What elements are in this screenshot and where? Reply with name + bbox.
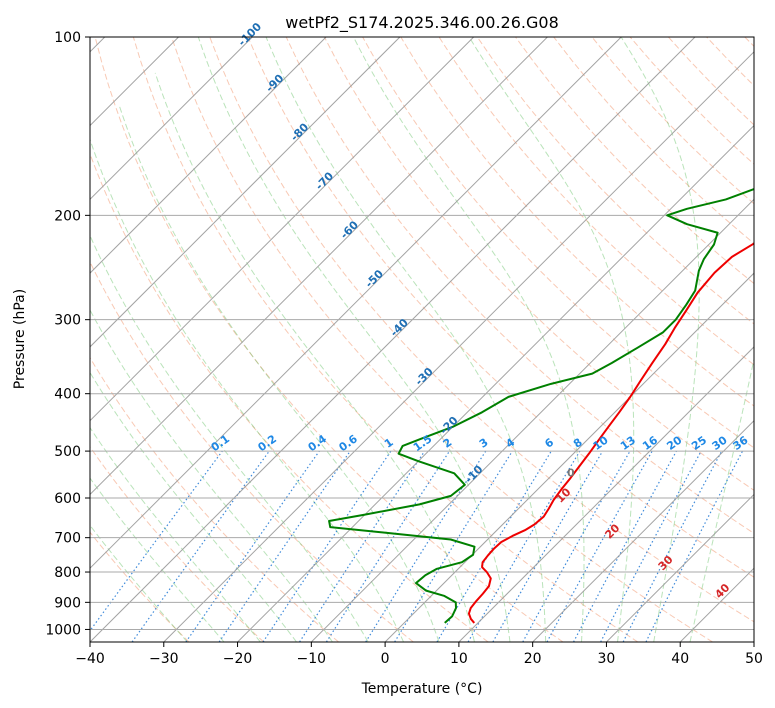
dry-adiabat [362,37,754,449]
isotherm-line [90,37,622,569]
x-tick-label: 10 [450,651,468,667]
y-axis-title: Pressure (hPa) [12,289,28,389]
isotherm-line [458,346,754,642]
moist-adiabat [90,426,261,642]
isotherm-line [237,124,754,642]
temperature-profile [467,242,754,624]
moist-adiabat [689,356,754,642]
moist-adiabat [90,371,297,642]
dry-adiabat [132,37,639,642]
y-tick-label: 600 [54,491,81,507]
plot-area [90,37,754,642]
mixing-ratio-line [90,450,223,632]
x-tick-label: −10 [297,651,327,667]
moist-adiabat [620,37,700,642]
y-tick-label: 800 [54,565,81,581]
mixing-ratio-line [645,450,744,642]
mixing-ratio-line [522,450,631,642]
mixing-ratio-line [573,450,677,642]
moist-adiabat [353,37,585,642]
x-tick-label: 30 [598,651,616,667]
x-tick-label: −40 [75,651,105,667]
isotherm-line [90,37,253,201]
y-tick-label: 200 [54,208,81,224]
dry-adiabat [94,37,564,642]
moist-adiabat [90,524,188,642]
dry-adiabat [476,37,754,325]
isotherm-line [384,272,754,642]
zero-label: 0 [567,466,575,479]
dry-adiabat [400,37,754,407]
dry-adiabat [515,37,754,285]
mixing-ratio-line [325,450,450,642]
dry-adiabat [90,356,339,642]
plot-frame [89,36,755,643]
moist-adiabat [90,308,333,642]
x-tick-label: 20 [524,651,542,667]
isotherm-line [163,51,754,642]
mixing-ratio-line [218,450,351,642]
moist-adiabat [118,104,440,642]
dry-adiabat [247,37,754,578]
moist-adiabat [90,477,225,642]
mixing-ratio-line [394,450,513,642]
isotherm-line [90,37,475,422]
moist-adiabat [197,37,511,642]
x-tick-label: −20 [223,651,253,667]
x-axis-title: Temperature (°C) [361,681,483,697]
y-tick-label: 300 [54,313,81,329]
y-tick-label: 400 [54,387,81,403]
isotherm-line [753,641,754,642]
isotherm-line [90,37,696,642]
dry-adiabat [209,37,754,623]
isotherm-line [532,419,754,642]
moist-adiabat [154,72,475,642]
x-tick-label: 50 [745,651,763,667]
isotherm-line [90,37,327,274]
dewpoint-profile [328,187,754,624]
moist-adiabat [265,37,547,642]
x-tick-label: −30 [149,651,179,667]
x-tick-label: 40 [671,651,689,667]
isotherm-line [90,37,401,348]
dry-adiabat [90,531,190,642]
mixing-ratio-line [262,450,392,642]
isotherm-line [310,198,754,642]
dry-adiabat [90,446,265,642]
isotherm-line [606,493,754,642]
mixing-ratio-line [131,450,270,642]
dry-adiabat [90,152,489,642]
y-tick-label: 1000 [45,622,81,638]
x-tick-label: 0 [381,651,390,667]
y-tick-label: 500 [54,444,81,460]
moist-adiabat [90,137,405,642]
mixing-ratio-line [546,450,653,642]
y-tick-label: 900 [54,595,81,611]
y-tick-label: 700 [54,531,81,547]
mixing-ratio-line [185,450,320,642]
chart-title: wetPf2_S174.2025.346.00.26.G08 [285,13,559,33]
isotherm-line [90,37,548,496]
mixing-ratio-line [299,450,426,642]
y-tick-label: 100 [54,30,81,46]
